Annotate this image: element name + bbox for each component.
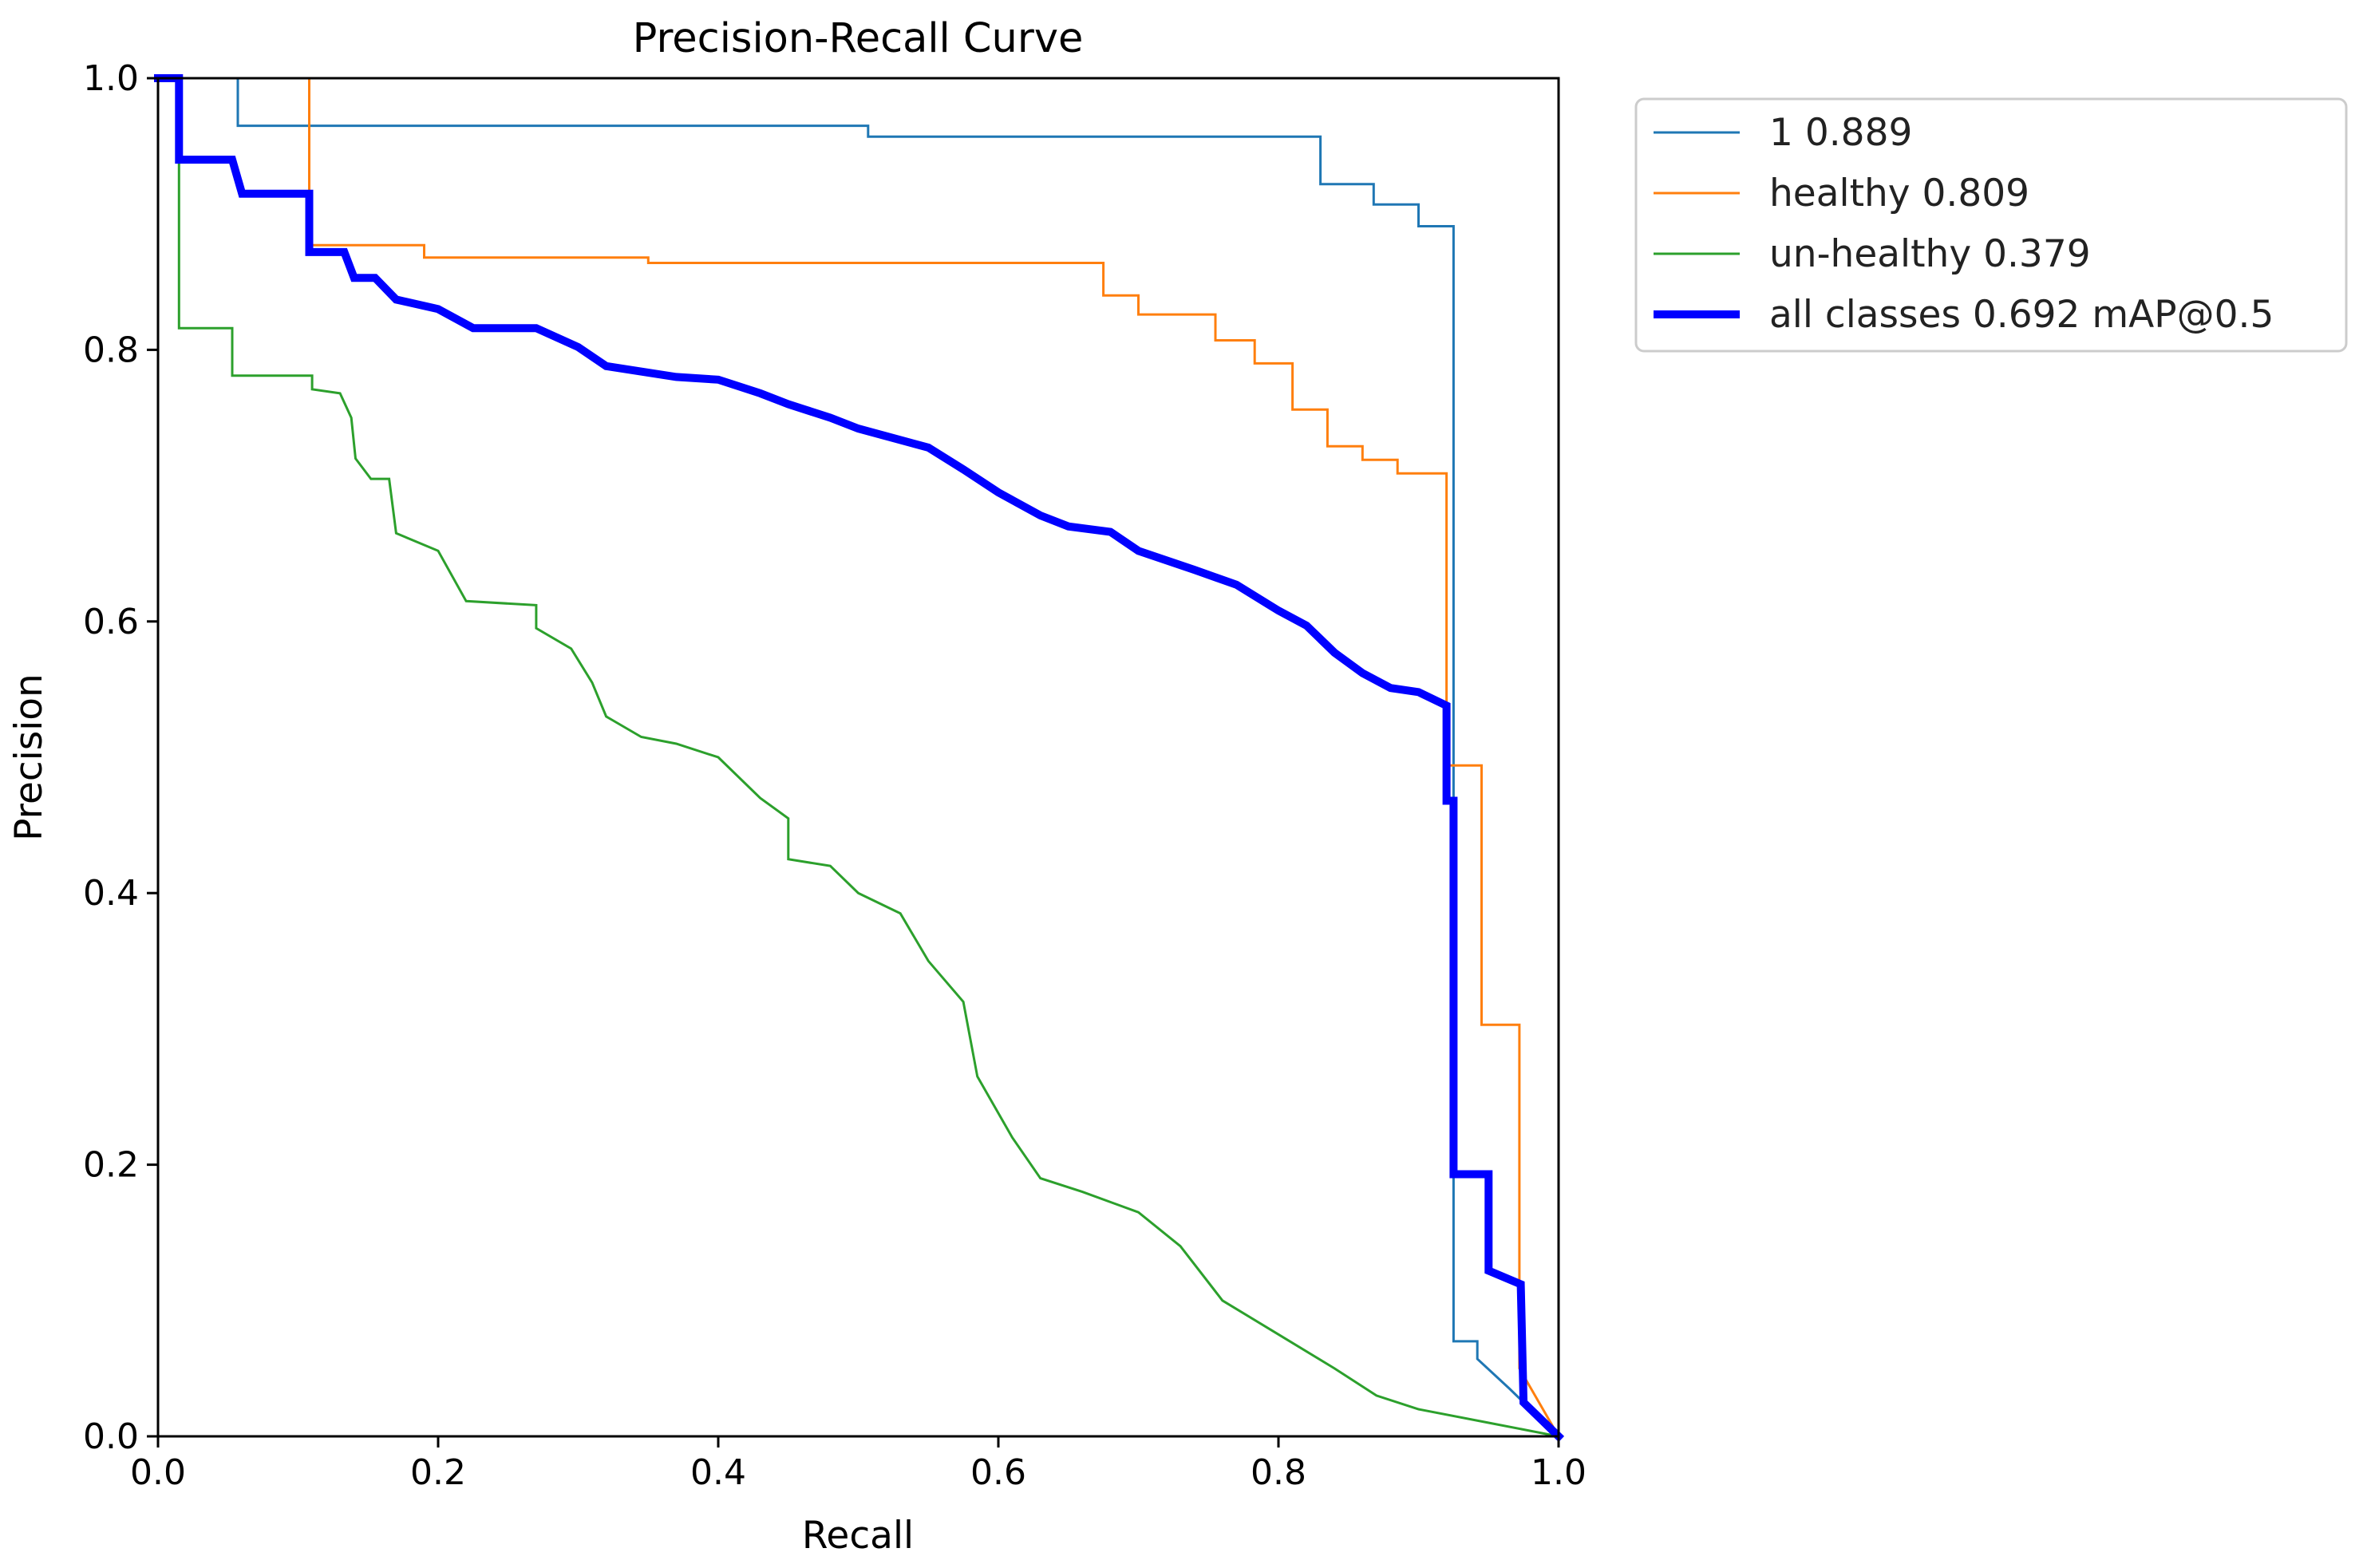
series-line-3 [154,74,1565,1443]
y-tick-label-3: 0.6 [83,602,139,642]
y-tick-label-5: 1.0 [83,58,139,99]
x-tick-label-3: 0.6 [970,1452,1026,1493]
y-axis-label: Precision [7,673,51,841]
plot-frame [156,77,1560,1438]
y-tick-label-0: 0.0 [83,1416,139,1457]
series-line-0 [156,77,1561,1439]
x-tick-label-1: 0.2 [410,1452,466,1493]
x-tick-label-2: 0.4 [690,1452,746,1493]
x-axis-label: Recall [802,1514,914,1558]
series-line-1 [156,77,1561,1439]
legend-label-0: 1 0.889 [1769,111,1912,155]
chart-title: Precision-Recall Curve [633,15,1084,62]
series-line-2 [156,77,1560,1438]
axis-ticks: 0.0 0.2 0.4 0.6 0.8 1.0 0.0 0.2 0.4 0.6 0.8 1.0 [83,58,1587,1493]
x-tick-label-5: 1.0 [1531,1452,1587,1493]
plot-lines [154,74,1565,1443]
legend: 1 0.889 healthy 0.809 un-healthy 0.379 all … [1634,97,2348,353]
x-tick-label-0: 0.0 [130,1452,186,1493]
legend-label-2: un-healthy 0.379 [1769,232,2091,276]
x-tick-label-4: 0.8 [1251,1452,1306,1493]
y-tick-label-1: 0.2 [83,1145,139,1186]
legend-box [1634,97,2348,353]
legend-label-1: healthy 0.809 [1769,172,2029,215]
y-tick-label-4: 0.8 [83,330,139,370]
legend-label-3: all classes 0.692 mAP@0.5 [1769,293,2274,337]
y-tick-label-2: 0.4 [83,873,139,914]
